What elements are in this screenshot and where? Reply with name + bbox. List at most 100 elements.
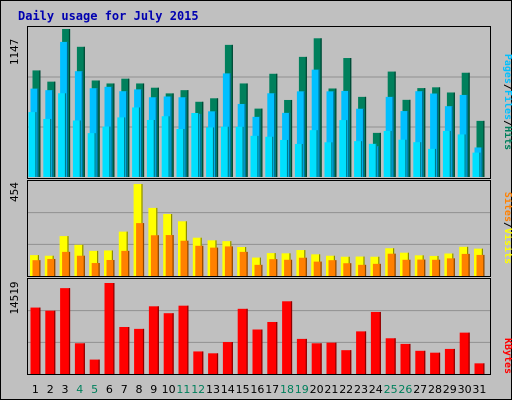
kbytes-bar [296,338,307,374]
panel-hits-files-pages: 1147 Pages/Files/Hits [8,26,512,179]
x-tick-label: 5 [91,383,98,396]
x-tick-label: 27 [413,383,427,396]
files-bar [267,93,276,177]
x-tick-label: 11 [176,383,190,396]
pages-bar [413,142,422,177]
kbytes-bar [104,283,115,374]
pages-bar [191,113,200,177]
kbytes-bar [385,338,396,374]
x-tick-label: 21 [324,383,338,396]
kbytes-bar [148,306,159,374]
kbytes-bar [60,288,71,374]
pages-bar [132,107,141,177]
sites-bar [239,251,248,276]
pages-bar [72,120,81,177]
x-tick-label: 17 [265,383,279,396]
pages-bar [294,143,303,177]
pages-bar [146,119,155,177]
sites-bar [446,258,455,276]
x-tick-label: 3 [62,383,69,396]
legend-separator: / [502,222,512,228]
legend-entry: Pages [502,54,512,84]
sites-bar [32,260,41,276]
sites-bar [313,261,322,276]
kbytes-bar [89,359,100,374]
kbytes-bar [341,350,352,374]
x-tick-label: 8 [136,383,143,396]
pages-bar [280,139,289,177]
sites-bar [358,264,367,276]
x-tick-label: 18 [280,383,294,396]
kbytes-bar [30,307,41,374]
legend-entry: Sites [502,192,512,222]
legend-separator: / [502,120,512,126]
legend-entry: Hits [502,126,512,150]
sites-bar [91,263,100,276]
x-tick-label: 13 [206,383,220,396]
pages-bar [58,93,67,177]
x-tick-label: 9 [150,383,157,396]
sites-bar [254,264,263,276]
x-tick-label: 28 [428,383,442,396]
pages-bar [28,112,37,177]
legend-entry: Visits [502,228,512,264]
ytick-top: 1147 [8,39,21,66]
x-tick-label: 29 [443,383,457,396]
sites-bar [343,263,352,276]
legend-middle: Sites/Visits [502,192,512,264]
kbytes-bar [400,343,411,374]
x-tick-label: 7 [121,383,128,396]
pages-bar [176,129,185,177]
pages-bar [383,130,392,177]
sites-bar [195,245,204,276]
x-tick-label: 14 [221,383,235,396]
pages-bar [368,143,377,177]
sites-bar [210,247,219,276]
sites-bar [372,263,381,276]
files-bar [222,73,231,177]
pages-bar [117,117,126,177]
pages-bar [428,148,437,177]
pages-bar [472,152,481,177]
x-tick-label: 20 [310,383,324,396]
kbytes-bar [430,352,441,374]
sites-bar [180,240,189,276]
sites-bar [121,250,130,276]
legend-separator: / [502,84,512,90]
panel-kbytes: 14519 KBytes [8,278,512,375]
files-bar [430,93,439,177]
pages-bar [235,126,244,177]
sites-bar [106,259,115,276]
x-axis-day-labels: 1 2 3 4 5 6 7 8 9 10 11 12 13 14 15 16 17 18 19 20 21 22 23 24 2… [32,383,486,396]
x-tick-label: 2 [47,383,54,396]
sites-bar [461,253,470,276]
x-tick-label: 10 [162,383,176,396]
kbytes-bar [193,351,204,374]
sites-bar [417,259,426,276]
kbytes-bar [134,328,145,374]
files-bar [296,91,305,177]
files-bar [311,69,320,177]
kbytes-bar [311,343,322,374]
kbytes-bar [267,321,278,374]
sites-bar [298,257,307,276]
kbytes-bar [474,363,485,374]
x-tick-label: 31 [472,383,486,396]
kbytes-bar [326,342,337,374]
pages-bar [339,120,348,177]
sites-bar [328,260,337,276]
sites-bar [47,258,56,276]
x-tick-label: 1 [32,383,39,396]
kbytes-bar [163,313,174,374]
x-tick-label: 15 [236,383,250,396]
sites-bar [165,235,174,276]
x-tick-label: 16 [250,383,264,396]
kbytes-bar [208,353,219,374]
panel-visits-sites: 454 Sites/Visits [8,180,512,277]
pages-bar [102,126,111,177]
sites-bar [402,259,411,276]
legend-entry: KBytes [502,338,512,374]
kbytes-bar [444,348,455,374]
kbytes-bar [356,331,367,374]
sites-bar [269,259,278,276]
